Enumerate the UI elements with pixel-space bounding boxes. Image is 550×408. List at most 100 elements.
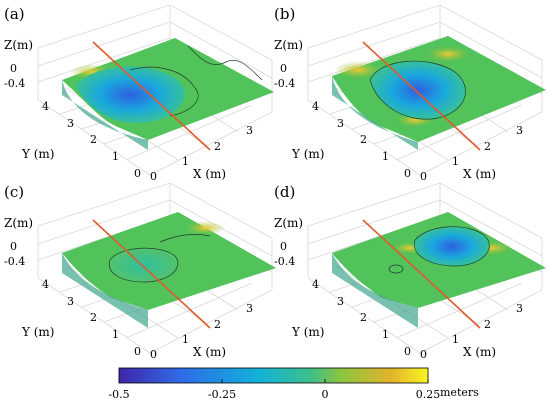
panel-label: (d) (274, 183, 295, 201)
y-tick: 2 (360, 133, 367, 146)
z-axis-label: Z(m) (274, 216, 303, 230)
cross-section-line (92, 41, 211, 151)
z-tick: 0 (10, 62, 17, 75)
z-tick: -0.4 (4, 77, 25, 90)
y-tick: 0 (404, 345, 411, 358)
x-tick: 1 (182, 155, 189, 168)
y-tick: 2 (360, 311, 367, 324)
x-tick: 3 (516, 302, 523, 315)
y-tick: 2 (90, 133, 97, 146)
box-floor (307, 99, 543, 176)
z-axis-label: Z(m) (274, 38, 303, 52)
colorbar-label: meters (440, 386, 479, 399)
deposition-zone (426, 46, 470, 62)
x-axis-label: X (m) (193, 167, 226, 181)
x-tick: 2 (214, 318, 221, 331)
x-tick: 2 (214, 140, 221, 153)
deposition-zone (185, 221, 225, 235)
y-tick: 4 (312, 278, 319, 291)
surface-side-wall (332, 76, 418, 150)
y-tick: 2 (90, 311, 97, 324)
scour-hole (75, 66, 185, 124)
zero-contour (129, 66, 199, 117)
panel-label: (a) (4, 5, 25, 23)
x-tick: 3 (246, 124, 253, 137)
y-axis-label: Y (m) (21, 147, 54, 161)
z-tick: -0.4 (4, 255, 25, 268)
y-tick: 1 (112, 328, 119, 341)
cross-section-line (362, 219, 481, 329)
box-edges (37, 182, 273, 290)
z-tick: -0.4 (274, 255, 295, 268)
colorbar-tick-label: 0.25 (416, 388, 441, 401)
z-tick: 0 (10, 240, 17, 253)
panel-b: (b) Z(m) 0 -0.4 0 1 2 3 4 Y (m) 0 1 2 3 X (m) (274, 4, 546, 183)
box-edges (307, 4, 543, 112)
y-tick: 0 (134, 345, 141, 358)
y-tick: 4 (42, 278, 49, 291)
y-tick: 1 (112, 150, 119, 163)
x-tick: 2 (484, 318, 491, 331)
x-axis-label: X (m) (463, 167, 496, 181)
z-axis-label: Z(m) (4, 38, 33, 52)
y-tick: 3 (337, 295, 344, 308)
scour-hole (109, 248, 178, 282)
x-tick: 0 (150, 348, 157, 361)
zero-contour-secondary (388, 264, 404, 274)
zero-contour (413, 226, 490, 267)
x-tick: 1 (182, 333, 189, 346)
panel-label: (c) (4, 183, 24, 201)
panel-d: (d) Z(m) 0 -0.4 0 1 2 3 4 Y (m) 0 1 2 3 X (m) (274, 182, 546, 361)
x-tick: 2 (484, 140, 491, 153)
panel-c: (c) Z(m) 0 -0.4 0 1 2 3 4 Y (m) 0 1 2 3 X (m) (4, 182, 276, 361)
scour-hole (370, 61, 466, 120)
zero-contour (369, 60, 466, 120)
y-tick: 1 (382, 328, 389, 341)
y-tick: 3 (67, 117, 74, 130)
surface-side-wall (332, 253, 418, 328)
colorbar-tick-label: 0 (322, 388, 329, 401)
box-floor (307, 277, 543, 354)
y-axis-label: Y (m) (291, 147, 324, 161)
panel-label: (b) (274, 5, 295, 23)
colorbar-tick-label: -0.25 (208, 388, 236, 401)
surface-side-wall (62, 80, 148, 150)
x-tick: 3 (246, 302, 253, 315)
cross-section-line (92, 219, 211, 329)
y-tick: 4 (312, 100, 319, 113)
x-tick: 1 (452, 333, 459, 346)
x-tick: 0 (420, 170, 427, 183)
y-tick: 3 (67, 295, 74, 308)
y-tick: 0 (134, 167, 141, 180)
x-axis-label: X (m) (463, 345, 496, 359)
box-floor (37, 277, 273, 354)
zero-contour (109, 247, 179, 283)
panel-a: (a) Z(m) 0 -0.4 0 1 2 3 4 Y (m) 0 1 2 3 X (m) (4, 4, 274, 183)
y-tick: 3 (337, 117, 344, 130)
z-tick: 0 (280, 240, 287, 253)
y-axis-label: Y (m) (291, 325, 324, 339)
colorbar: -0.5 -0.25 0 0.25 meters (108, 367, 479, 401)
y-tick: 0 (404, 167, 411, 180)
cross-section-line (362, 41, 481, 151)
scour-hole (414, 226, 490, 266)
box-edges (37, 4, 273, 112)
z-tick: -0.4 (274, 77, 295, 90)
z-tick: 0 (280, 62, 287, 75)
zero-contour-secondary (159, 234, 211, 243)
y-tick: 4 (42, 100, 49, 113)
surface-side-wall (62, 253, 148, 328)
x-tick: 0 (420, 348, 427, 361)
zero-contour-secondary (187, 45, 263, 81)
x-tick: 0 (150, 170, 157, 183)
y-axis-label: Y (m) (21, 325, 54, 339)
box-floor (37, 99, 273, 176)
z-axis-label: Z(m) (4, 216, 33, 230)
x-axis-label: X (m) (193, 345, 226, 359)
colorbar-bar (118, 367, 429, 384)
deposition-zone (334, 61, 382, 79)
colorbar-tick-label: -0.5 (108, 388, 129, 401)
y-tick: 1 (382, 150, 389, 163)
x-tick: 3 (516, 124, 523, 137)
